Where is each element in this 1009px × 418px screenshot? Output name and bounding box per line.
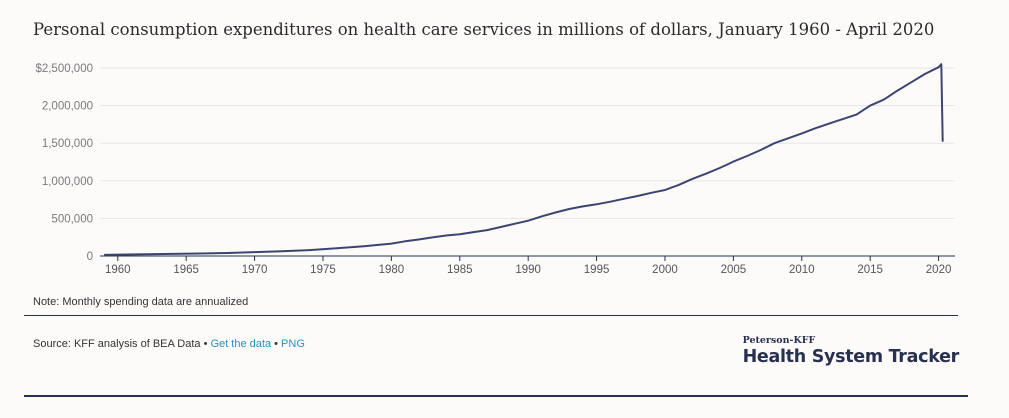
x-tick-label: 1985 bbox=[447, 264, 473, 276]
x-tick-label: 2000 bbox=[652, 264, 678, 276]
y-tick-label: 500,000 bbox=[51, 213, 93, 225]
x-tick-label: 1970 bbox=[242, 264, 268, 276]
x-tick-label: 1965 bbox=[173, 264, 199, 276]
chart-note: Note: Monthly spending data are annualiz… bbox=[33, 296, 249, 308]
y-axis-ticks: 0 500,000 1,000,000 1,500,000 2,000,000 $2,50… bbox=[35, 63, 93, 263]
y-tick-label: 1,500,000 bbox=[42, 138, 93, 150]
line-chart: 0 500,000 1,000,000 1,500,000 2,000,000 $2,50… bbox=[35, 63, 955, 276]
brand-logo[interactable]: Peterson-KFF Health System Tracker bbox=[742, 335, 960, 367]
brand-main-text: Health System Tracker bbox=[742, 347, 960, 367]
x-axis-ticks: 1960 1965 1970 1975 1980 1985 1990 1995 2000 2005… bbox=[105, 256, 951, 276]
y-tick-label: 0 bbox=[87, 251, 93, 263]
x-tick-label: 2010 bbox=[789, 264, 815, 276]
x-tick-label: 2005 bbox=[721, 264, 747, 276]
x-tick-label: 1960 bbox=[105, 264, 131, 276]
chart-title: Personal consumption expenditures on hea… bbox=[33, 20, 935, 39]
x-tick-label: 1975 bbox=[310, 264, 336, 276]
y-tick-label: 2,000,000 bbox=[42, 101, 93, 113]
png-link[interactable]: PNG bbox=[281, 338, 305, 350]
source-line: Source: KFF analysis of BEA Data • Get t… bbox=[33, 338, 305, 350]
x-tick-label: 2015 bbox=[857, 264, 883, 276]
x-tick-label: 1980 bbox=[379, 264, 405, 276]
separator-dot: • bbox=[274, 338, 278, 350]
get-the-data-link[interactable]: Get the data bbox=[210, 338, 272, 350]
separator-dot: • bbox=[203, 338, 208, 350]
series-line bbox=[104, 63, 944, 256]
gridlines bbox=[100, 67, 955, 219]
divider bbox=[24, 315, 958, 316]
source-text: Source: KFF analysis of BEA Data bbox=[33, 338, 201, 350]
x-tick-label: 1995 bbox=[584, 264, 610, 276]
brand-top-text: Peterson-KFF bbox=[742, 335, 816, 346]
y-tick-label: $2,500,000 bbox=[35, 63, 93, 75]
x-tick-label: 1990 bbox=[515, 264, 541, 276]
x-tick-label: 2020 bbox=[926, 264, 952, 276]
y-tick-label: 1,000,000 bbox=[42, 176, 93, 188]
bottom-divider bbox=[24, 395, 968, 397]
